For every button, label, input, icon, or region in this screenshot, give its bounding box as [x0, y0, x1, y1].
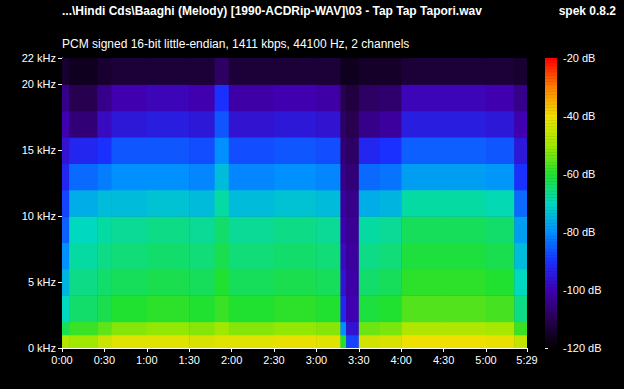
svg-text:1:30: 1:30 — [178, 354, 199, 366]
svg-text:22 kHz: 22 kHz — [22, 52, 56, 64]
svg-text:3:00: 3:00 — [306, 354, 327, 366]
svg-text:...\Hindi Cds\Baaghi (Melody): ...\Hindi Cds\Baaghi (Melody) [1990-ACDR… — [62, 4, 482, 18]
svg-text:-120 dB: -120 dB — [563, 342, 602, 354]
svg-text:5 kHz: 5 kHz — [28, 276, 56, 288]
svg-text:0 kHz: 0 kHz — [28, 342, 56, 354]
svg-text:0:00: 0:00 — [51, 354, 72, 366]
svg-text:2:00: 2:00 — [221, 354, 242, 366]
svg-text:-40 dB: -40 dB — [563, 110, 595, 122]
svg-text:15 kHz: 15 kHz — [22, 144, 56, 156]
svg-text:2:30: 2:30 — [263, 354, 284, 366]
svg-text:-20 dB: -20 dB — [563, 52, 595, 64]
svg-text:5:00: 5:00 — [475, 354, 496, 366]
svg-text:5:29: 5:29 — [516, 354, 537, 366]
svg-text:spek 0.8.2: spek 0.8.2 — [559, 4, 617, 18]
svg-text:1:00: 1:00 — [136, 354, 157, 366]
svg-text:20 kHz: 20 kHz — [22, 78, 56, 90]
svg-text:3:30: 3:30 — [348, 354, 369, 366]
svg-text:4:00: 4:00 — [390, 354, 411, 366]
svg-text:-60 dB: -60 dB — [563, 168, 595, 180]
svg-text:-80 dB: -80 dB — [563, 226, 595, 238]
svg-text:0:30: 0:30 — [94, 354, 115, 366]
svg-text:PCM signed 16-bit little-endia: PCM signed 16-bit little-endian, 1411 kb… — [62, 37, 409, 51]
svg-text:4:30: 4:30 — [433, 354, 454, 366]
svg-text:10 kHz: 10 kHz — [22, 210, 56, 222]
svg-text:-100 dB: -100 dB — [563, 284, 602, 296]
